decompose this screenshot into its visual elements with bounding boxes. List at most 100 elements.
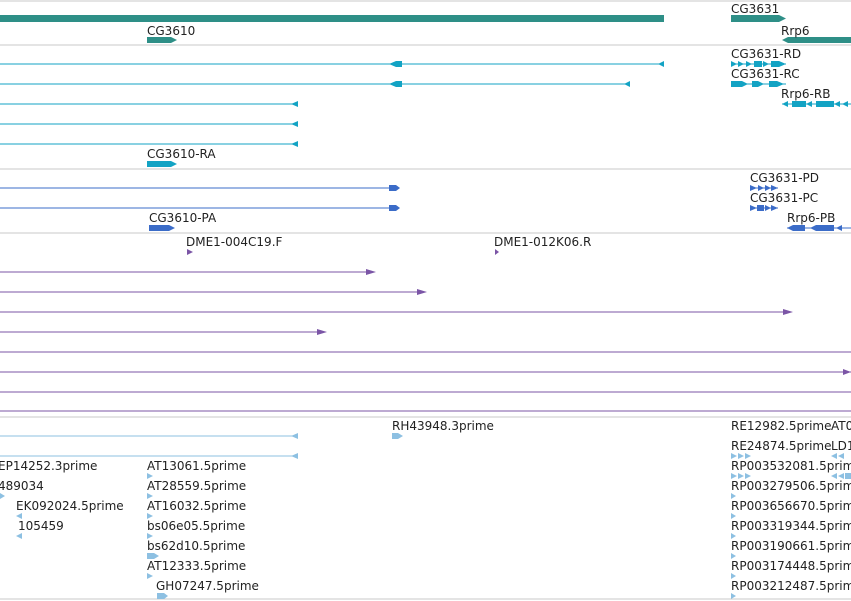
est-label-bs62d10[interactable]: bs62d10.5prime	[147, 539, 245, 553]
gene-label-rrp6[interactable]: Rrp6	[781, 24, 810, 38]
exon-arrow	[750, 205, 757, 211]
exon-arrow	[738, 61, 744, 67]
est-arrow	[731, 533, 736, 539]
est-arrow	[838, 453, 844, 459]
transcript-label-cg3610-ra[interactable]: CG3610-RA	[147, 147, 216, 161]
exon-arrow	[765, 205, 771, 211]
est-segment	[157, 593, 164, 599]
est-label-rp003319344[interactable]: RP003319344.5prime	[731, 519, 851, 533]
est-arrow	[731, 553, 736, 559]
protein-label-cg3631-pc[interactable]: CG3631-PC	[750, 191, 818, 205]
protein-cg3631-pc[interactable]	[750, 205, 778, 211]
protein-arrow	[396, 205, 400, 211]
est-label-rp003279506[interactable]: RP003279506.5prime	[731, 479, 851, 493]
gene-rrp6-bar[interactable]	[788, 37, 851, 43]
exon	[771, 61, 779, 67]
exon-arrow	[742, 81, 748, 87]
est-arrow	[16, 533, 22, 539]
est-arrow	[291, 453, 298, 459]
protein-label-cg3610-pa[interactable]: CG3610-PA	[149, 211, 217, 225]
exon	[731, 81, 742, 87]
est-arrow	[831, 473, 837, 479]
gene-cg3610-bar[interactable]	[147, 37, 171, 43]
protein-exon	[389, 205, 396, 211]
est-label-gh07247[interactable]: GH07247.5prime	[156, 579, 259, 593]
protein-rrp6-pb[interactable]	[787, 225, 851, 231]
exon	[754, 61, 762, 67]
est-label-at16032[interactable]: AT16032.5prime	[147, 499, 246, 513]
est-label-ek092024[interactable]: EK092024.5prime	[16, 499, 124, 513]
est-arrow	[838, 473, 844, 479]
transcript-cg3610-ra[interactable]	[147, 161, 171, 167]
est-arrow	[164, 593, 168, 599]
est-arrow	[147, 493, 153, 499]
gene-label-cg3610[interactable]: CG3610	[147, 24, 195, 38]
cdna-arrow	[843, 369, 851, 375]
transcript-end-arrow	[658, 61, 664, 67]
exon	[816, 225, 834, 231]
est-arrow	[147, 513, 153, 519]
clone-label-dme1-004c19[interactable]: DME1-004C19.F	[186, 235, 283, 249]
transcript-exon	[396, 61, 402, 67]
est-label-ep14252[interactable]: EP14252.3prime	[0, 459, 97, 473]
est-label-rp003656670[interactable]: RP003656670.5prime	[731, 499, 851, 513]
est-label-re24874[interactable]: RE24874.5prime	[731, 439, 832, 453]
gene-label-cg3631[interactable]: CG3631	[731, 2, 779, 16]
exon-arrow	[771, 185, 778, 191]
protein-label-rrp6-pb[interactable]: Rrp6-PB	[787, 211, 835, 225]
est-label-ld-truncated[interactable]: LD1	[831, 439, 851, 453]
gene-bar[interactable]	[0, 15, 664, 22]
est-track: RH43948.3prime RE12982.5prime AT0 RE2487…	[0, 419, 851, 599]
gene-track: CG3631 CG3610 Rrp6	[0, 2, 851, 43]
transcript-exon-arrow	[291, 121, 298, 127]
exon-arrow	[750, 185, 757, 191]
est-rh43948[interactable]	[392, 433, 398, 439]
exon-arrow	[746, 61, 752, 67]
est-label-rh43948[interactable]: RH43948.3prime	[392, 419, 494, 433]
est-label-re12982[interactable]: RE12982.5prime	[731, 419, 832, 433]
est-label-105459[interactable]: 105459	[18, 519, 64, 533]
transcript-label-cg3631-rc[interactable]: CG3631-RC	[731, 67, 800, 81]
cdna-arrow	[317, 329, 327, 335]
est-arrow	[147, 473, 153, 479]
exon-arrow	[765, 185, 771, 191]
gene-rrp6-arrow	[782, 37, 788, 43]
protein-exon	[389, 185, 396, 191]
est-label-at28559[interactable]: AT28559.5prime	[147, 479, 246, 493]
est-label-rp003532081[interactable]: RP003532081.5prime	[731, 459, 851, 473]
cdna-arrow	[417, 289, 427, 295]
protein-track: CG3631-PD CG3631-PC Rrp6-PB CG3610-PA	[0, 171, 851, 231]
est-label-rp003174448[interactable]: RP003174448.5prime	[731, 559, 851, 573]
transcript-rrp6-rb[interactable]	[782, 101, 851, 107]
transcript-label-rrp6-rb[interactable]: Rrp6-RB	[781, 87, 830, 101]
exon	[816, 101, 834, 107]
est-arrow	[731, 493, 736, 499]
est-arrow	[831, 453, 837, 459]
transcript-cg3631-rc[interactable]	[731, 81, 786, 87]
protein-cg3631-pd[interactable]	[750, 185, 778, 191]
gene-cg3631-bar[interactable]	[731, 15, 779, 22]
est-arrow	[738, 473, 744, 479]
est-label-at13061[interactable]: AT13061.5prime	[147, 459, 246, 473]
est-label-489034[interactable]: 489034	[0, 479, 44, 493]
exon	[793, 225, 805, 231]
protein-label-cg3631-pd[interactable]: CG3631-PD	[750, 171, 819, 185]
transcript-cg3631-rd[interactable]	[731, 61, 786, 67]
est-arrow	[0, 493, 5, 499]
est-label-bs06e05[interactable]: bs06e05.5prime	[147, 519, 245, 533]
transcript-exon	[396, 81, 402, 87]
exon-arrow	[842, 101, 848, 107]
est-label-rp003212487[interactable]: RP003212487.5prime	[731, 579, 851, 593]
clone-arrow-dme1-004c19[interactable]	[187, 249, 193, 255]
est-label-at-truncated[interactable]: AT0	[831, 419, 851, 433]
est-label-at12333[interactable]: AT12333.5prime	[147, 559, 246, 573]
est-arrow	[745, 473, 751, 479]
est-arrow	[147, 573, 153, 579]
clone-label-dme1-012k06[interactable]: DME1-012K06.R	[494, 235, 591, 249]
transcript-label-cg3631-rd[interactable]: CG3631-RD	[731, 47, 801, 61]
est-label-rp003190661[interactable]: RP003190661.5prime	[731, 539, 851, 553]
gene-cg3610-arrow	[171, 37, 177, 43]
clone-arrow-dme1-012k06[interactable]	[495, 249, 499, 255]
transcript-exon-arrow	[291, 141, 298, 147]
protein-cg3610-pa[interactable]	[149, 225, 169, 231]
